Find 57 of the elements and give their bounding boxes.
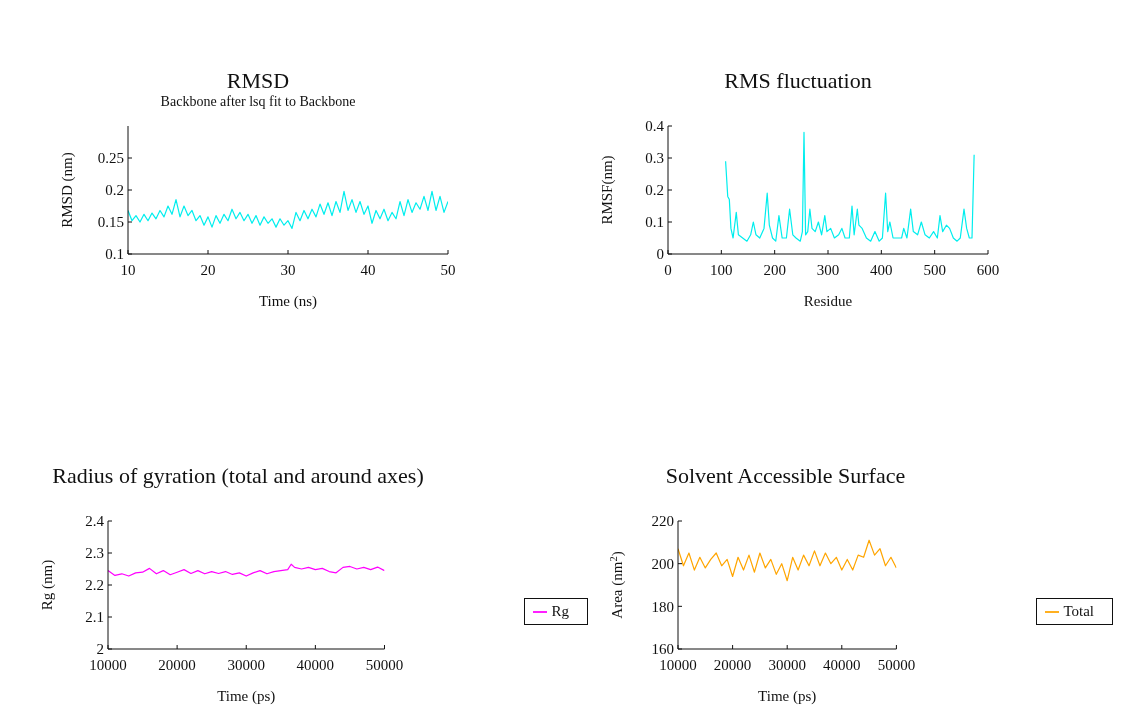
y-tick-label: 2.2 (85, 577, 104, 594)
chart-title: RMS fluctuation (723, 68, 873, 94)
x-tick-label: 400 (870, 261, 893, 278)
y-axis-title: RMSF(nm) (599, 155, 616, 225)
x-axis-title: Residue (803, 293, 853, 309)
x-tick-label: 20000 (713, 656, 752, 673)
x-tick-label: 10000 (89, 656, 127, 673)
y-tick-label: 2.4 (85, 513, 105, 530)
chart-title: Solvent Accessible Surface (664, 463, 907, 489)
x-tick-label: 500 (923, 261, 946, 278)
line-series (128, 190, 448, 229)
legend-label: Rg (551, 602, 569, 619)
chart-subtitle: Backbone after lsq fit to Backbone (159, 94, 357, 111)
x-tick-label: 30 (280, 261, 296, 278)
y-tick-label: 200 (651, 555, 674, 572)
x-axis-title: Time (ns) (258, 293, 318, 310)
y-tick-label: 2.3 (85, 545, 104, 562)
x-tick-label: 20 (200, 261, 216, 278)
x-axis-title: Time (ps) (758, 688, 817, 705)
x-tick-label: 10000 (659, 656, 697, 673)
y-tick-label: 160 (651, 641, 674, 658)
x-tick-label: 20000 (158, 656, 196, 673)
x-tick-label: 100 (710, 261, 733, 278)
y-tick-label: 0.2 (645, 182, 664, 199)
y-tick-label: 0.15 (97, 214, 124, 231)
x-tick-label: 200 (763, 261, 786, 278)
x-tick-label: 50 (440, 261, 456, 278)
y-tick-label: 220 (651, 513, 674, 530)
y-axis-title: RMSD (nm) (59, 152, 76, 228)
chart-title: Radius of gyration (total and around axes) (51, 463, 425, 489)
x-axis-title: Time (ps) (217, 688, 276, 705)
y-axis-title: Rg (nm) (39, 559, 56, 611)
y-tick-label: 0.1 (645, 214, 664, 231)
y-tick-label: 0 (656, 246, 664, 263)
line-series (108, 563, 385, 577)
x-tick-label: 600 (976, 261, 1000, 278)
legend-label: Total (1063, 602, 1094, 619)
chart-title: RMSD (225, 68, 291, 94)
x-tick-label: 40 (360, 261, 376, 278)
line-series (725, 131, 975, 242)
y-tick-label: 2 (96, 641, 104, 658)
x-tick-label: 30000 (227, 656, 265, 673)
y-tick-label: 0.1 (105, 246, 124, 263)
x-tick-label: 40000 (296, 656, 335, 673)
x-tick-label: 50000 (877, 656, 916, 673)
x-tick-label: 30000 (768, 656, 806, 673)
line-series (678, 539, 897, 582)
y-tick-label: 0.3 (645, 150, 664, 167)
y-tick-label: 0.2 (105, 182, 124, 199)
x-tick-label: 50000 (365, 656, 404, 673)
y-tick-label: 2.1 (85, 609, 104, 626)
x-tick-label: 10 (120, 261, 136, 278)
y-tick-label: 0.25 (97, 150, 124, 167)
x-tick-label: 300 (816, 261, 840, 278)
y-tick-label: 180 (651, 598, 674, 615)
y-tick-label: 0.4 (645, 118, 665, 135)
x-tick-label: 40000 (823, 656, 861, 673)
